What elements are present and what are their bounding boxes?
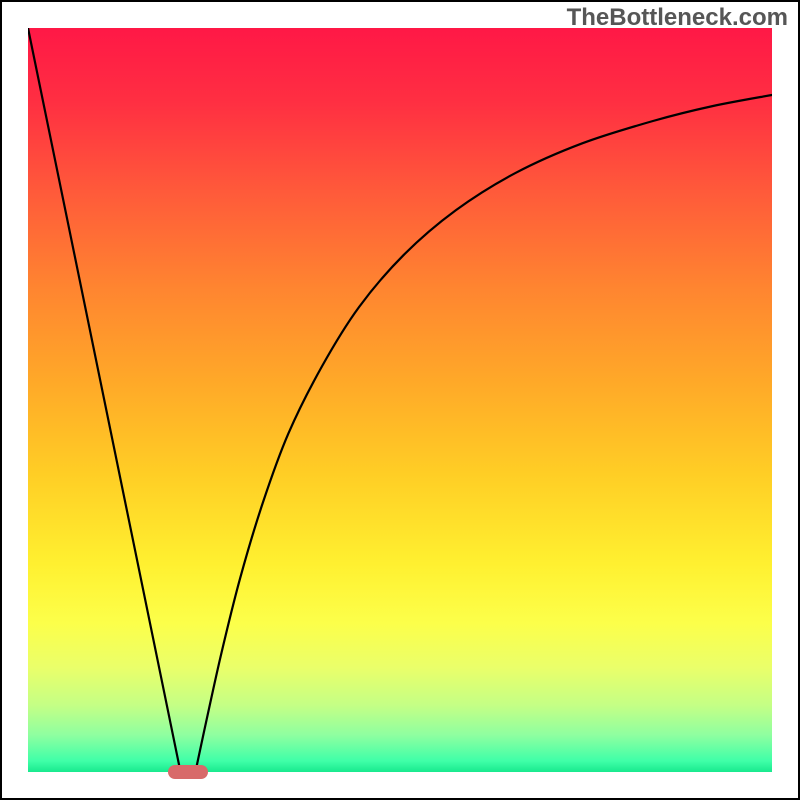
chart-container: TheBottleneck.com — [0, 0, 800, 800]
minimum-marker — [168, 765, 209, 778]
watermark-text: TheBottleneck.com — [567, 4, 788, 32]
plot-area — [28, 28, 772, 772]
curve-svg — [28, 28, 772, 772]
